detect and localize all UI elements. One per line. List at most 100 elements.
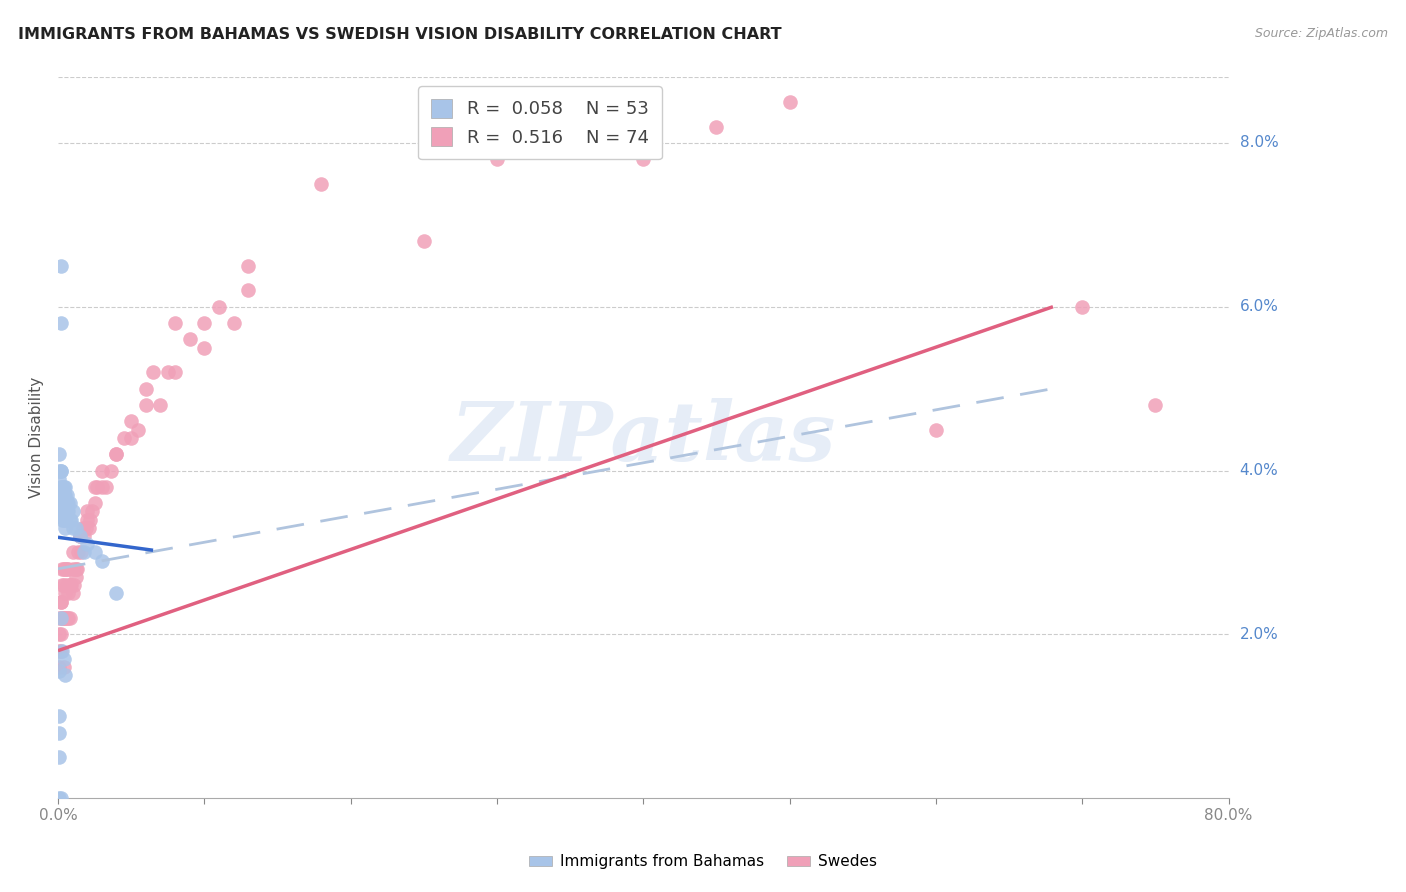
Point: [156, 365, 179, 379]
Point: [49, 791, 72, 805]
Point: [53, 496, 76, 510]
Point: [412, 234, 434, 248]
Point: [52, 652, 75, 666]
Point: [70, 545, 93, 559]
Point: [51, 611, 73, 625]
Point: [62, 545, 84, 559]
Point: [55, 578, 77, 592]
Point: [73, 529, 96, 543]
Point: [58, 586, 80, 600]
Point: [163, 316, 186, 330]
Point: [238, 284, 260, 298]
Point: [53, 480, 76, 494]
Point: [1144, 398, 1167, 412]
Point: [52, 496, 75, 510]
Point: [49, 259, 72, 273]
Point: [83, 480, 105, 494]
Point: [127, 423, 149, 437]
Point: [63, 578, 86, 592]
Point: [193, 316, 215, 330]
Point: [58, 562, 80, 576]
Point: [69, 529, 91, 543]
Point: [105, 447, 128, 461]
Point: [90, 480, 112, 494]
Point: [53, 513, 76, 527]
Legend: R =  0.058    N = 53, R =  0.516    N = 74: R = 0.058 N = 53, R = 0.516 N = 74: [418, 87, 662, 160]
Point: [49, 594, 72, 608]
Point: [49, 643, 72, 657]
Point: [62, 521, 84, 535]
Y-axis label: Vision Disability: Vision Disability: [30, 377, 44, 499]
Point: [51, 611, 73, 625]
Point: [51, 643, 73, 657]
Point: [49, 594, 72, 608]
Point: [66, 562, 89, 576]
Point: [48, 750, 70, 764]
Point: [631, 153, 654, 167]
Point: [69, 529, 91, 543]
Point: [53, 586, 76, 600]
Point: [49, 627, 72, 641]
Point: [208, 300, 231, 314]
Point: [485, 153, 508, 167]
Point: [73, 545, 96, 559]
Point: [179, 333, 201, 347]
Point: [49, 463, 72, 477]
Point: [51, 504, 73, 518]
Point: [83, 496, 105, 510]
Point: [120, 414, 142, 428]
Point: [75, 521, 97, 535]
Point: [49, 488, 72, 502]
Point: [49, 611, 72, 625]
Point: [96, 480, 118, 494]
Point: [52, 562, 75, 576]
Point: [48, 463, 70, 477]
Point: [51, 488, 73, 502]
Point: [72, 521, 94, 535]
Point: [83, 545, 105, 559]
Point: [53, 668, 76, 682]
Point: [49, 496, 72, 510]
Point: [120, 431, 142, 445]
Point: [142, 365, 165, 379]
Point: [51, 562, 73, 576]
Point: [60, 513, 83, 527]
Point: [311, 177, 333, 191]
Text: 2.0%: 2.0%: [1240, 627, 1278, 641]
Point: [48, 627, 70, 641]
Point: [135, 382, 157, 396]
Point: [779, 95, 801, 109]
Point: [222, 316, 245, 330]
Point: [51, 480, 73, 494]
Text: Source: ZipAtlas.com: Source: ZipAtlas.com: [1254, 27, 1388, 40]
Point: [69, 529, 91, 543]
Point: [53, 611, 76, 625]
Point: [135, 398, 157, 412]
Point: [48, 709, 70, 723]
Point: [49, 480, 72, 494]
Point: [90, 553, 112, 567]
Point: [59, 578, 82, 592]
Point: [76, 504, 98, 518]
Point: [105, 586, 128, 600]
Point: [65, 570, 87, 584]
Point: [49, 316, 72, 330]
Point: [58, 496, 80, 510]
Point: [76, 513, 98, 527]
Point: [238, 259, 260, 273]
Point: [52, 660, 75, 674]
Point: [48, 725, 70, 739]
Point: [48, 660, 70, 674]
Point: [77, 521, 100, 535]
Point: [706, 120, 728, 134]
Point: [62, 562, 84, 576]
Point: [52, 488, 75, 502]
Point: [51, 496, 73, 510]
Point: [59, 496, 82, 510]
Text: 8.0%: 8.0%: [1240, 136, 1278, 151]
Point: [59, 578, 82, 592]
Point: [1071, 300, 1094, 314]
Point: [163, 365, 186, 379]
Point: [149, 398, 172, 412]
Point: [51, 578, 73, 592]
